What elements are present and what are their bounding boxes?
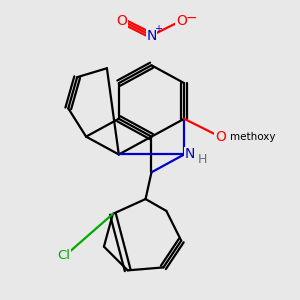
Text: H: H: [198, 153, 207, 166]
Text: methoxy: methoxy: [230, 132, 275, 142]
Text: O: O: [116, 14, 127, 28]
Text: O: O: [176, 14, 187, 28]
Text: N: N: [184, 148, 195, 161]
Text: +: +: [154, 24, 162, 34]
Text: Cl: Cl: [57, 249, 70, 262]
Text: methoxy: methoxy: [236, 136, 242, 137]
Text: O: O: [215, 130, 226, 144]
Text: N: N: [146, 28, 157, 43]
Text: −: −: [186, 11, 197, 25]
